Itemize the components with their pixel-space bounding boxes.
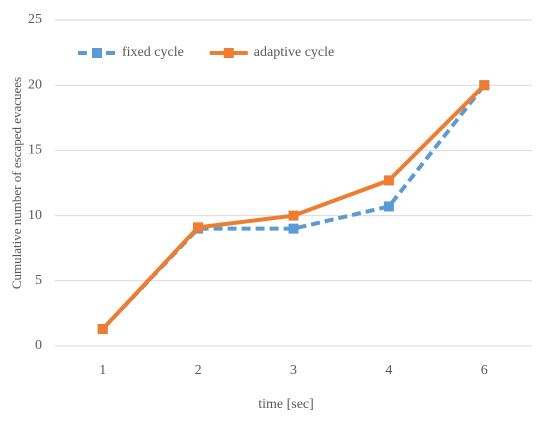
series-line — [101, 83, 486, 331]
y-axis-label: Cumulative number of escaped evacuees — [9, 77, 24, 289]
marker — [288, 223, 299, 234]
x-tick-label: 6 — [481, 363, 488, 378]
marker — [193, 222, 204, 233]
y-tick-label: 0 — [35, 338, 42, 353]
marker — [383, 175, 394, 186]
marker — [383, 201, 394, 212]
legend-marker — [223, 48, 234, 58]
x-tick-label: 4 — [385, 363, 392, 378]
legend-label: adaptive cycle — [254, 45, 334, 60]
x-axis-label: time [sec] — [258, 397, 314, 412]
marker — [288, 210, 299, 221]
marker — [479, 80, 490, 91]
y-tick-label: 5 — [35, 273, 42, 288]
marker — [97, 324, 108, 335]
x-tick-label: 1 — [99, 363, 106, 378]
legend-label: fixed cycle — [122, 45, 184, 60]
y-tick-label: 25 — [28, 12, 42, 27]
y-tick-label: 10 — [28, 208, 42, 223]
x-tick-label: 3 — [290, 363, 297, 378]
y-tick-label: 15 — [28, 143, 42, 158]
y-tick-label: 20 — [28, 77, 42, 92]
series-line — [101, 83, 486, 331]
x-tick-label: 2 — [195, 363, 202, 378]
legend-marker — [92, 48, 102, 58]
